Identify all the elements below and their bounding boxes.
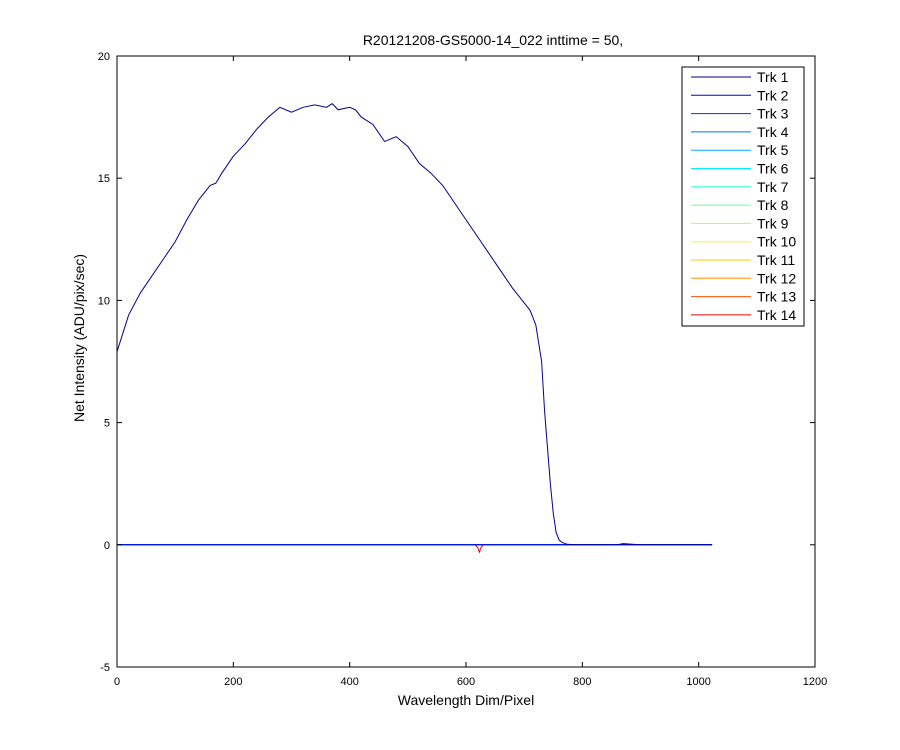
legend-box: [681, 66, 805, 327]
y-tick-label-4: 15: [98, 173, 110, 185]
y-tick-label-0: -5: [100, 662, 110, 674]
x-tick-label-1: 200: [224, 676, 242, 688]
legend-label-8: Trk 8: [757, 197, 789, 213]
x-tick-label-4: 800: [573, 676, 591, 688]
legend-label-5: Trk 5: [757, 142, 789, 158]
legend-label-10: Trk 10: [757, 234, 796, 250]
legend-label-6: Trk 6: [757, 161, 789, 177]
x-axis-label: Wavelength Dim/Pixel: [398, 692, 534, 708]
legend-label-11: Trk 11: [757, 252, 795, 268]
x-tick-label-6: 1200: [803, 676, 827, 688]
legend-items: Trk 1 Trk 2 Trk 3 Trk 4 Trk 5 Trk 6 Trk 7 Trk 8…: [691, 69, 796, 323]
x-tick-label-2: 400: [340, 676, 358, 688]
x-tick-label-5: 1000: [686, 676, 710, 688]
x-axis-ticks: 0 200 400 600 800 1000 1200: [114, 56, 827, 688]
y-tick-label-3: 10: [98, 295, 110, 307]
y-axis-label: Net Intensity (ADU/pix/sec): [71, 254, 87, 422]
legend-label-1: Trk 1: [757, 69, 789, 85]
series-line-1: [116, 103, 713, 546]
y-tick-label-1: 0: [104, 540, 110, 552]
y-axis-ticks: -5 0 5 10 15 20: [98, 51, 815, 674]
legend-label-12: Trk 12: [757, 270, 796, 286]
y-tick-label-2: 5: [104, 418, 110, 430]
chart-title: R20121208-GS5000-14_022 inttime = 50,: [363, 32, 623, 48]
legend: Trk 1 Trk 2 Trk 3 Trk 4 Trk 5 Trk 6 Trk 7 Trk 8…: [681, 66, 805, 327]
series-layer: [116, 103, 713, 554]
legend-label-13: Trk 13: [757, 289, 796, 305]
legend-label-7: Trk 7: [757, 179, 789, 195]
x-tick-label-3: 600: [457, 676, 475, 688]
x-tick-label-0: 0: [114, 676, 120, 688]
legend-label-4: Trk 4: [757, 124, 789, 140]
legend-label-9: Trk 9: [757, 215, 789, 231]
legend-label-2: Trk 2: [757, 87, 789, 103]
legend-label-14: Trk 14: [757, 307, 796, 323]
legend-label-3: Trk 3: [757, 106, 789, 122]
y-tick-label-5: 20: [98, 51, 110, 63]
